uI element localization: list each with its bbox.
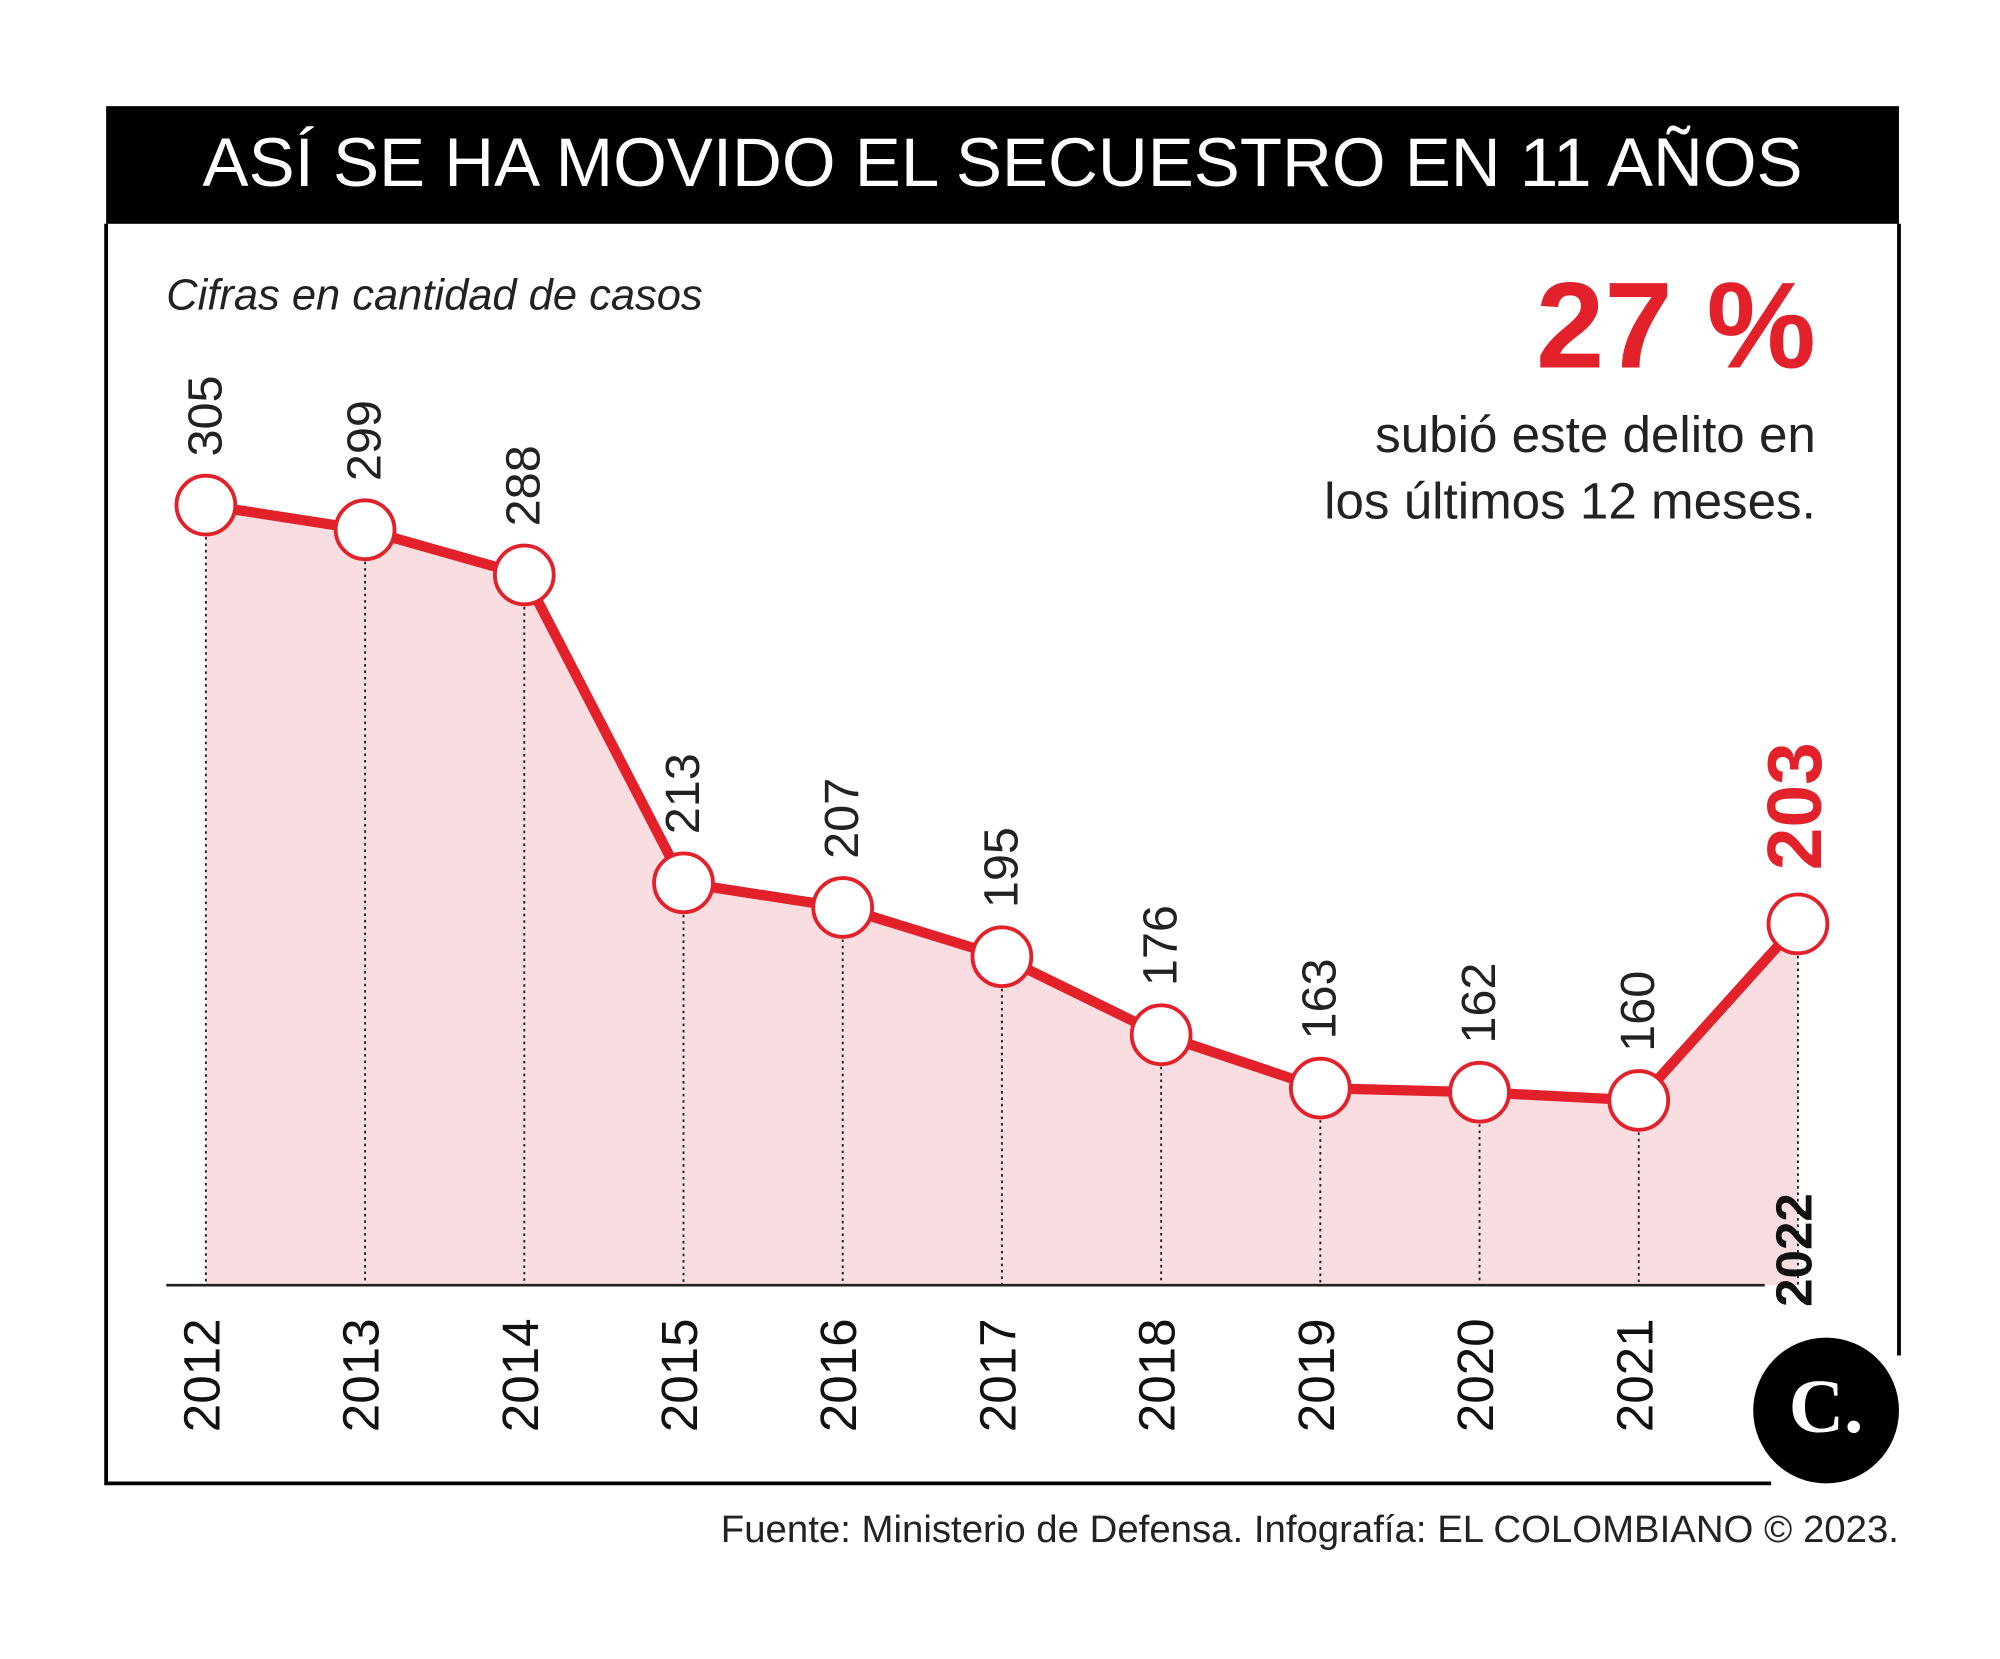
point xyxy=(811,876,875,939)
point xyxy=(652,851,715,915)
x-tick-label: 2015 xyxy=(651,1318,708,1432)
x-tick-label: 2021 xyxy=(1606,1318,1663,1432)
x-tick-label: 2016 xyxy=(810,1318,867,1432)
value-label: 163 xyxy=(1293,958,1347,1039)
annotation-text: subió este delito en xyxy=(1375,406,1816,463)
frame xyxy=(104,223,1901,1486)
annotation-text: los últimos 12 meses. xyxy=(1324,473,1816,530)
x-tick-label: 2020 xyxy=(1447,1318,1504,1432)
value-label: 288 xyxy=(497,445,551,526)
value-label: 162 xyxy=(1452,963,1506,1044)
x-tick-label: 2013 xyxy=(333,1318,390,1432)
point xyxy=(174,473,238,537)
title-bar xyxy=(106,106,1899,224)
x-tick-label: 2012 xyxy=(173,1318,230,1432)
chart-title: ASÍ SE HA MOVIDO EL SECUESTRO EN 11 AÑOS xyxy=(203,123,1803,201)
x-tick-label: 2022 xyxy=(1765,1193,1822,1307)
point xyxy=(970,925,1034,989)
point xyxy=(333,498,397,562)
x-tick-label: 2014 xyxy=(492,1318,549,1432)
subtitle: Cifras en cantidad de casos xyxy=(166,271,702,319)
x-tick-label: 2018 xyxy=(1129,1318,1186,1432)
point xyxy=(1289,1056,1352,1120)
x-tick-label: 2019 xyxy=(1288,1318,1345,1432)
value-label: 299 xyxy=(337,400,391,481)
value-label: 207 xyxy=(815,778,869,859)
point xyxy=(492,543,556,607)
x-tick-label: 2017 xyxy=(969,1318,1026,1432)
value-label: 203 xyxy=(1753,742,1838,870)
logo-text: C. xyxy=(1789,1364,1864,1449)
value-label: 176 xyxy=(1134,905,1188,986)
value-label: 160 xyxy=(1611,971,1665,1052)
point xyxy=(1766,892,1830,956)
source: Fuente: Ministerio de Defensa. Infografí… xyxy=(721,1508,1899,1551)
value-label: 195 xyxy=(974,827,1028,908)
value-label: 213 xyxy=(656,753,710,834)
value-label: 305 xyxy=(178,375,232,456)
annotation-value: 27 % xyxy=(1536,257,1816,394)
logo xyxy=(1753,1337,1899,1484)
point xyxy=(1448,1060,1511,1124)
point xyxy=(1129,1003,1193,1067)
point xyxy=(1607,1069,1671,1132)
